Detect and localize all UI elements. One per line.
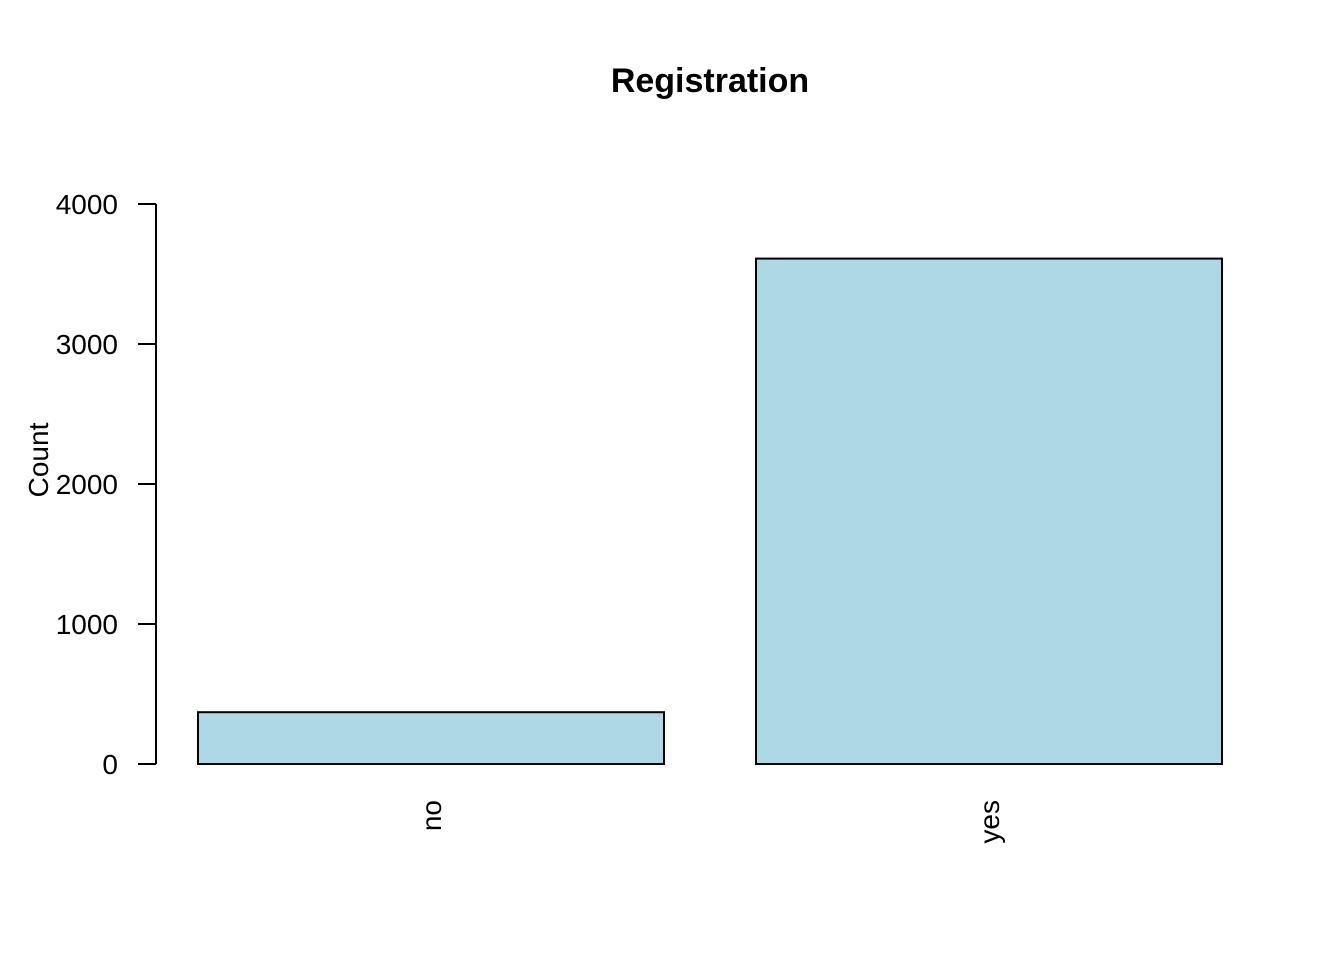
x-tick-labels: no yes [416,800,1005,844]
y-axis: 0 1000 2000 3000 4000 [56,189,157,780]
y-axis-label: Count [23,422,54,497]
y-tick-label: 1000 [56,609,118,640]
bars-group [197,257,1223,766]
x-tick-label: yes [974,800,1005,844]
chart-title: Registration [611,62,809,100]
bar-yes [755,257,1223,765]
bar-no [197,711,665,766]
y-tick-label: 0 [102,749,118,780]
y-tick-label: 3000 [56,329,118,360]
x-tick-label: no [416,800,447,831]
y-tick-label: 4000 [56,189,118,220]
y-tick-label: 2000 [56,469,118,500]
